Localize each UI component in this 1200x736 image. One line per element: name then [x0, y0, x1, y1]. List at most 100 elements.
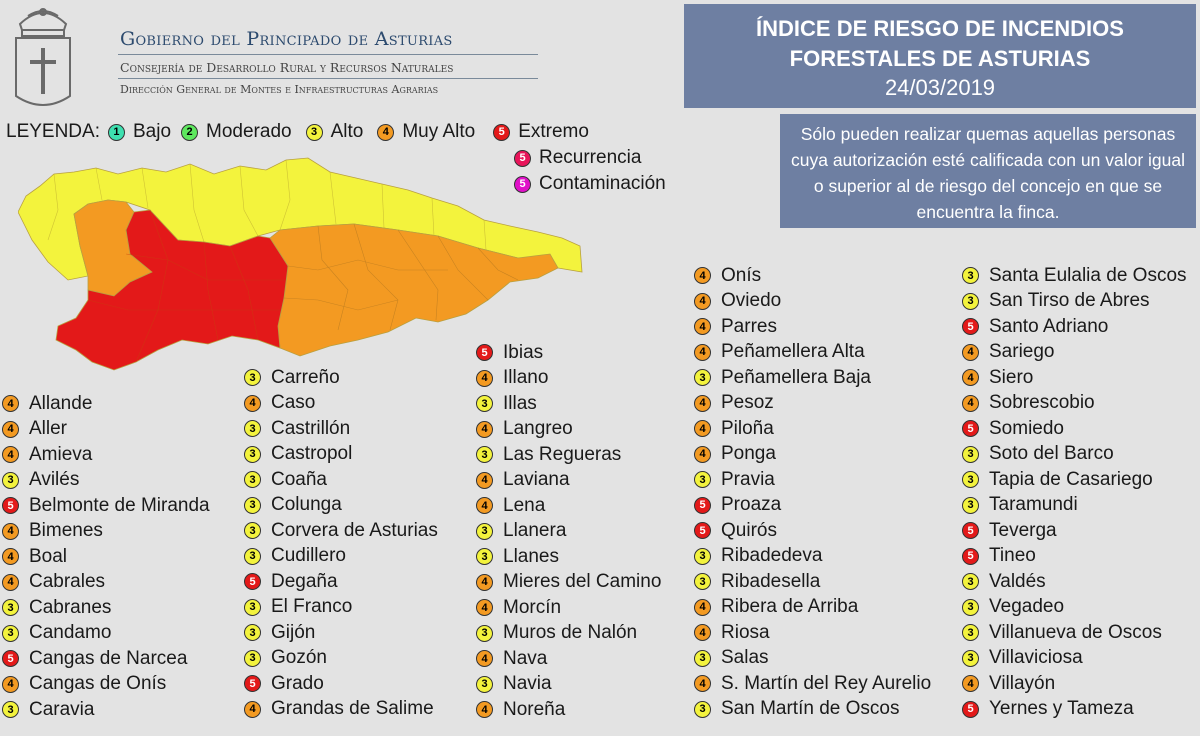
- municipality-name: Navia: [503, 673, 552, 695]
- municipality-row: 3 Colunga: [244, 493, 438, 519]
- municipality-name: Carreño: [271, 366, 340, 388]
- municipality-row: 4 Cangas de Onís: [2, 672, 210, 698]
- municipality-row: 4 Piloña: [694, 416, 931, 442]
- risk-level-badge: 4: [2, 573, 19, 591]
- municipality-name: Grandas de Salime: [271, 698, 434, 720]
- municipality-name: Piloña: [721, 417, 774, 439]
- municipality-row: 3 Villaviciosa: [962, 646, 1187, 672]
- risk-level-badge: 3: [244, 496, 261, 514]
- risk-level-badge: 3: [476, 548, 493, 566]
- risk-level-badge: 3: [962, 649, 979, 667]
- municipality-row: 3 Salas: [694, 646, 931, 672]
- municipal-borders: [283, 223, 519, 331]
- municipality-row: 4 Peñamellera Alta: [694, 340, 931, 366]
- municipality-name: Pravia: [721, 468, 775, 490]
- municipality-name: Proaza: [721, 494, 782, 516]
- municipality-row: 3 Carreño: [244, 365, 438, 391]
- municipality-name: Ribadedeva: [721, 545, 823, 567]
- municipality-name: Peñamellera Baja: [721, 366, 871, 388]
- municipality-row: 5 Tineo: [962, 544, 1187, 570]
- municipality-name: Castrillón: [271, 417, 351, 439]
- municipality-row: 3 Gozón: [244, 646, 438, 672]
- header-divider: [118, 54, 538, 55]
- risk-level-badge: 3: [476, 624, 493, 642]
- municipality-row: 3 Villanueva de Oscos: [962, 620, 1187, 646]
- risk-level-badge: 4: [694, 292, 711, 310]
- risk-level-badge: 5: [962, 318, 979, 336]
- municipality-row: 3 Soto del Barco: [962, 442, 1187, 468]
- municipality-row: 4 Amieva: [2, 442, 210, 468]
- risk-level-badge: 4: [244, 394, 261, 412]
- risk-level-badge: 3: [694, 573, 711, 591]
- municipality-name: Somiedo: [989, 417, 1064, 439]
- risk-level-badge: 3: [244, 445, 261, 463]
- risk-level-badge: 4: [476, 420, 493, 438]
- municipality-row: 3 Valdés: [962, 569, 1187, 595]
- municipality-name: Gijón: [271, 621, 316, 643]
- municipality-name: Pesoz: [721, 392, 774, 414]
- risk-level-badge: 4: [476, 497, 493, 515]
- legend-item-high: Alto: [330, 121, 364, 142]
- municipality-row: 4 Sobrescobio: [962, 391, 1187, 417]
- municipality-row: 5 Cangas de Narcea: [2, 646, 210, 672]
- risk-level-badge: 3: [476, 522, 493, 540]
- municipality-name: Yernes y Tameza: [989, 698, 1134, 720]
- municipality-row: 3 Ribadesella: [694, 569, 931, 595]
- municipality-row: 5 Degaña: [244, 569, 438, 595]
- municipality-name: Allande: [29, 392, 93, 414]
- municipality-row: 3 El Franco: [244, 595, 438, 621]
- municipality-row: 5 Somiedo: [962, 416, 1187, 442]
- risk-level-badge: 3: [476, 446, 493, 464]
- risk-level-badge: 4: [476, 650, 493, 668]
- risk-level-badge: 3: [962, 471, 979, 489]
- risk-level-badge: 4: [2, 395, 19, 413]
- municipality-name: Bimenes: [29, 520, 103, 542]
- municipality-name: Peñamellera Alta: [721, 341, 865, 363]
- municipality-name: Degaña: [271, 570, 338, 592]
- legend-item-extreme: Extremo: [518, 121, 589, 142]
- municipality-row: 3 Pravia: [694, 467, 931, 493]
- municipality-name: Villanueva de Oscos: [989, 621, 1162, 643]
- municipality-name: San Tirso de Abres: [989, 290, 1150, 312]
- legend-item-very-high: Muy Alto: [402, 121, 476, 142]
- risk-level-badge: 3: [244, 471, 261, 489]
- legend-badge-extreme: 5: [493, 123, 511, 141]
- legend-item-recurrence: Recurrencia: [539, 147, 642, 168]
- risk-level-badge: 5: [962, 522, 979, 540]
- risk-level-badge: 5: [2, 497, 19, 515]
- risk-level-badge: 3: [694, 700, 711, 718]
- risk-level-badge: 3: [2, 471, 19, 489]
- legend-badge-very-high: 4: [377, 123, 395, 141]
- municipality-name: Langreo: [503, 418, 573, 440]
- municipality-name: Avilés: [29, 469, 80, 491]
- legend-item-moderate: Moderado: [206, 121, 292, 142]
- municipality-row: 5 Belmonte de Miranda: [2, 493, 210, 519]
- risk-level-badge: 3: [244, 369, 261, 387]
- risk-level-badge: 3: [2, 701, 19, 719]
- risk-level-badge: 4: [476, 599, 493, 617]
- municipality-row: 4 Parres: [694, 314, 931, 340]
- risk-level-badge: 4: [694, 675, 711, 693]
- department-name: Consejería de Desarrollo Rural y Recurso…: [120, 60, 454, 75]
- municipality-column-5: 3 Santa Eulalia de Oscos 3 San Tirso de Abr…: [962, 263, 1187, 722]
- risk-level-badge: 3: [694, 471, 711, 489]
- municipality-row: 4 Aller: [2, 417, 210, 443]
- municipality-name: Colunga: [271, 494, 342, 516]
- risk-level-badge: 3: [962, 624, 979, 642]
- municipality-row: 4 Siero: [962, 365, 1187, 391]
- municipality-name: Santo Adriano: [989, 315, 1109, 337]
- municipality-row: 3 San Martín de Oscos: [694, 697, 931, 723]
- municipality-column-1: 4 Allande 4 Aller 4 Amieva 3 Avilés 5 Belmonte de…: [2, 391, 210, 723]
- municipality-name: Valdés: [989, 570, 1046, 592]
- municipality-name: Corvera de Asturias: [271, 519, 438, 541]
- municipality-row: 4 Onís: [694, 263, 931, 289]
- municipality-row: 4 Allande: [2, 391, 210, 417]
- municipality-row: 4 Ribera de Arriba: [694, 595, 931, 621]
- risk-level-badge: 3: [694, 369, 711, 387]
- risk-level-badge: 4: [694, 318, 711, 336]
- legend: LEYENDA: 1 Bajo 2 Moderado 3 Alto 4 Muy …: [6, 121, 589, 143]
- municipality-name: Muros de Nalón: [503, 622, 638, 644]
- municipality-row: 4 Nava: [476, 646, 661, 672]
- municipality-row: 4 Laviana: [476, 468, 661, 494]
- municipality-name: Cudillero: [271, 545, 346, 567]
